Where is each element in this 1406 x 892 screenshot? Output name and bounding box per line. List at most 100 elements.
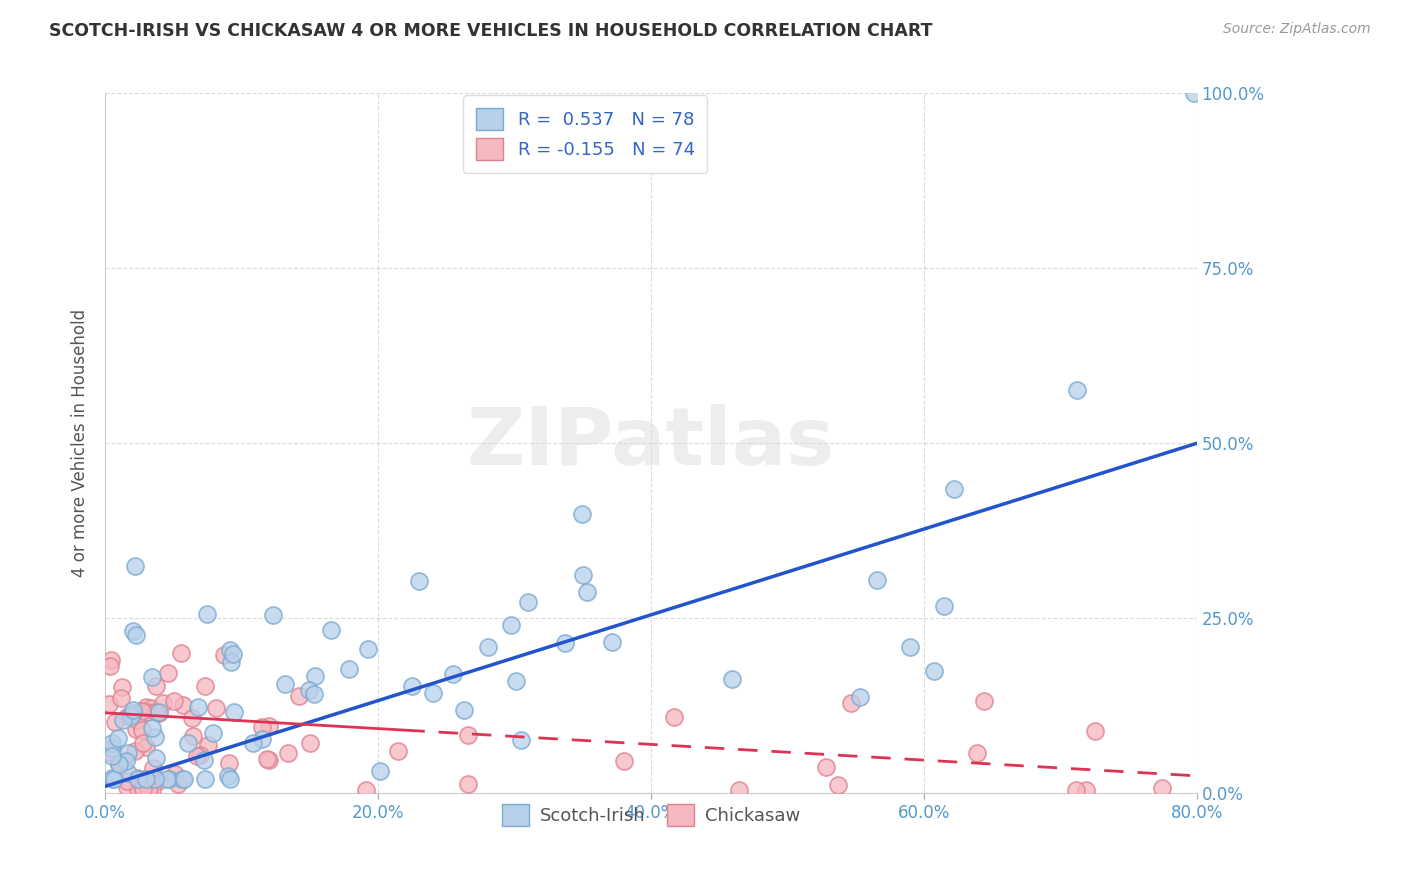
Point xyxy=(357,642,380,657)
Point xyxy=(554,635,576,649)
Point xyxy=(124,627,146,641)
Point xyxy=(104,715,127,730)
Point xyxy=(827,778,849,792)
Point xyxy=(124,558,146,573)
Point xyxy=(172,698,194,712)
Point xyxy=(131,723,153,738)
Point xyxy=(101,749,124,764)
Point xyxy=(146,774,169,789)
Text: Source: ZipAtlas.com: Source: ZipAtlas.com xyxy=(1223,22,1371,37)
Point xyxy=(138,782,160,797)
Point xyxy=(141,721,163,735)
Point xyxy=(337,662,360,676)
Point xyxy=(973,694,995,708)
Point xyxy=(125,771,148,785)
Point xyxy=(274,677,297,691)
Point xyxy=(124,744,146,758)
Point xyxy=(600,635,623,649)
Point xyxy=(135,699,157,714)
Point xyxy=(131,704,153,718)
Point xyxy=(141,701,163,715)
Point xyxy=(181,729,204,743)
Point xyxy=(262,607,284,622)
Point xyxy=(257,753,280,767)
Point xyxy=(163,694,186,708)
Point xyxy=(814,759,837,773)
Point xyxy=(219,655,242,669)
Point xyxy=(477,640,499,655)
Point xyxy=(148,705,170,719)
Point xyxy=(576,585,599,599)
Point xyxy=(131,736,153,750)
Point xyxy=(194,679,217,693)
Point xyxy=(1064,782,1087,797)
Point xyxy=(966,746,988,760)
Point xyxy=(457,777,479,791)
Point xyxy=(613,754,636,768)
Point xyxy=(107,756,129,771)
Point xyxy=(866,573,889,587)
Point xyxy=(122,703,145,717)
Point xyxy=(180,711,202,725)
Point xyxy=(242,736,264,750)
Point xyxy=(943,482,966,496)
Point xyxy=(127,782,149,797)
Point xyxy=(98,745,121,759)
Point xyxy=(142,761,165,775)
Point xyxy=(256,751,278,765)
Point xyxy=(848,690,870,704)
Point xyxy=(136,782,159,797)
Point xyxy=(922,665,945,679)
Point xyxy=(250,720,273,734)
Point xyxy=(114,754,136,768)
Point xyxy=(222,647,245,661)
Point xyxy=(100,653,122,667)
Point xyxy=(401,679,423,693)
Point xyxy=(103,772,125,787)
Point xyxy=(188,748,211,763)
Point xyxy=(141,782,163,797)
Point xyxy=(257,719,280,733)
Point xyxy=(408,574,430,589)
Point xyxy=(117,773,139,788)
Point xyxy=(224,705,246,719)
Point xyxy=(127,772,149,787)
Point xyxy=(509,733,531,747)
Point xyxy=(120,708,142,723)
Point xyxy=(156,772,179,787)
Point xyxy=(354,782,377,797)
Point xyxy=(110,680,132,694)
Point xyxy=(117,746,139,760)
Text: SCOTCH-IRISH VS CHICKASAW 4 OR MORE VEHICLES IN HOUSEHOLD CORRELATION CHART: SCOTCH-IRISH VS CHICKASAW 4 OR MORE VEHI… xyxy=(49,22,932,40)
Point xyxy=(125,713,148,727)
Point xyxy=(111,713,134,727)
Text: ZIPatlas: ZIPatlas xyxy=(467,404,835,483)
Point xyxy=(1074,782,1097,797)
Point xyxy=(932,599,955,614)
Point xyxy=(141,670,163,684)
Point xyxy=(1152,780,1174,795)
Point xyxy=(662,709,685,723)
Point xyxy=(517,594,540,608)
Point xyxy=(108,757,131,772)
Point xyxy=(157,772,180,787)
Point xyxy=(898,640,921,655)
Point xyxy=(121,706,143,721)
Point xyxy=(101,741,124,756)
Point xyxy=(173,772,195,787)
Point xyxy=(302,687,325,701)
Point xyxy=(1084,723,1107,738)
Point xyxy=(117,766,139,780)
Point xyxy=(145,679,167,693)
Point xyxy=(110,690,132,705)
Point xyxy=(121,624,143,638)
Point xyxy=(186,749,208,764)
Point xyxy=(136,705,159,719)
Point xyxy=(387,744,409,758)
Point xyxy=(145,751,167,765)
Point xyxy=(422,686,444,700)
Point xyxy=(101,771,124,785)
Point xyxy=(298,736,321,750)
Point xyxy=(319,623,342,637)
Point xyxy=(98,697,121,711)
